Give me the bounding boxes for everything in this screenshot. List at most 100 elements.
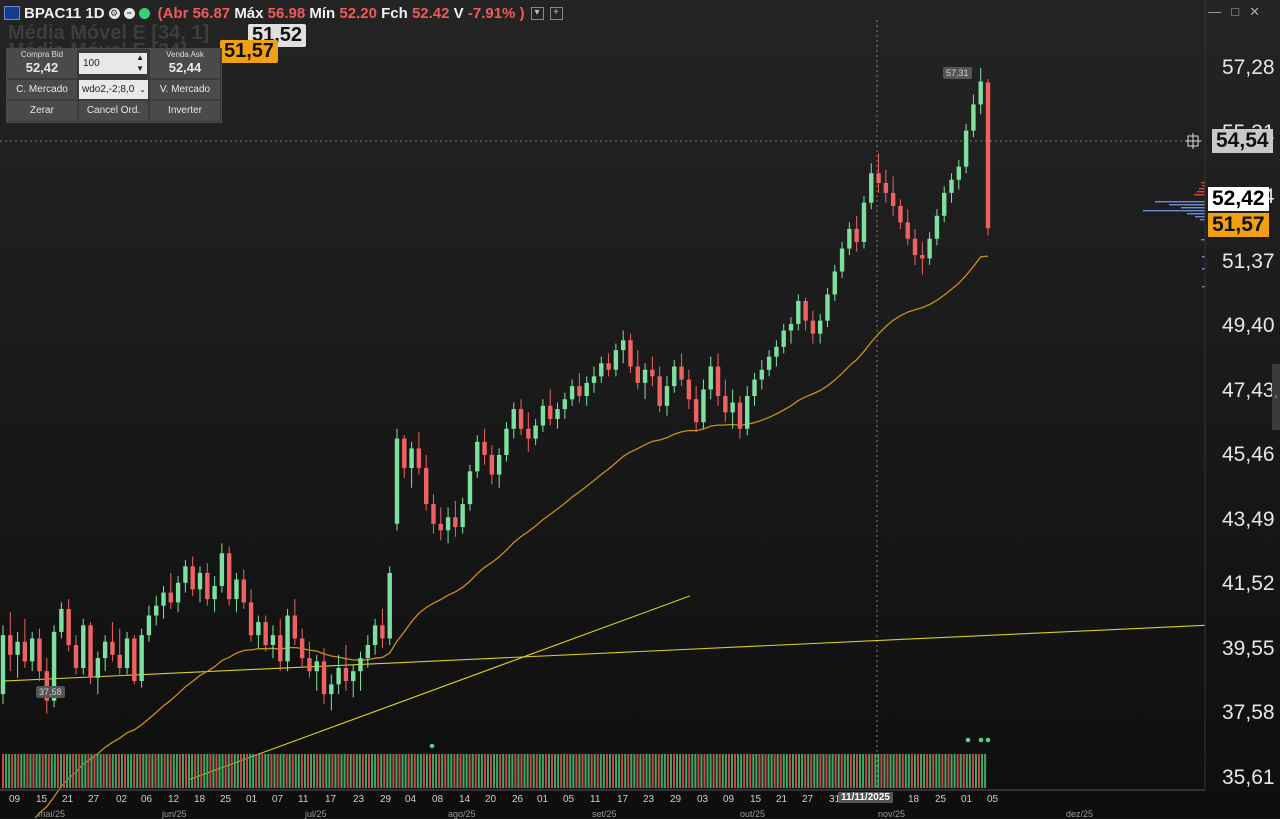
- volume-bar: [648, 754, 651, 788]
- volume-bar: [621, 754, 624, 788]
- candle-body: [351, 671, 356, 682]
- low-value: 52.20: [339, 4, 377, 22]
- volume-bar: [200, 754, 203, 788]
- volume-bars: [2, 754, 987, 788]
- candle-body: [635, 366, 640, 383]
- volume-bar: [117, 754, 120, 788]
- volume-bar: [319, 754, 322, 788]
- indicator-legend-1[interactable]: Média Móvel E [34, 1]: [8, 22, 210, 44]
- crosshair-price-badge: 54,54: [1212, 129, 1273, 153]
- trendlines[interactable]: [2, 595, 1206, 780]
- candle-body: [29, 638, 35, 662]
- variation-label: V: [453, 4, 464, 22]
- buy-market-button[interactable]: C. Mercado: [7, 80, 77, 99]
- volume-bar: [727, 754, 730, 788]
- volume-bar: [471, 754, 474, 788]
- candle-body: [183, 566, 188, 583]
- volume-bar: [130, 754, 133, 788]
- sell-market-button[interactable]: V. Mercado: [150, 80, 220, 99]
- order-book-bar: [1181, 207, 1205, 209]
- add-indicator-icon[interactable]: +: [549, 6, 563, 20]
- dropdown-icon[interactable]: ▾: [530, 6, 544, 20]
- quantity-stepper[interactable]: 100 ▲ ▼: [79, 53, 147, 74]
- volume-bar: [371, 754, 374, 788]
- minimize-panel-icon[interactable]: −: [123, 7, 135, 19]
- volume-bar: [541, 754, 544, 788]
- invert-position-button[interactable]: Inverter: [150, 101, 220, 121]
- volume-bar: [852, 754, 855, 788]
- stepper-down-icon[interactable]: ▼: [136, 64, 144, 73]
- volume-bar: [782, 754, 785, 788]
- candle-body: [942, 192, 947, 216]
- volume-bar: [441, 754, 444, 788]
- scroll-right-handle[interactable]: ‹: [1272, 364, 1280, 430]
- date-axis-label: 27: [88, 794, 100, 805]
- volume-bar: [227, 754, 230, 788]
- trendline: [2, 624, 1206, 682]
- chevron-down-icon[interactable]: ⌄: [139, 85, 146, 94]
- volume-bar: [432, 754, 435, 788]
- candle-body: [358, 658, 363, 672]
- volume-bar: [444, 754, 447, 788]
- volume-bar: [895, 754, 898, 788]
- candle-body: [708, 366, 713, 390]
- volume-bar: [730, 754, 733, 788]
- candle-body: [715, 366, 721, 396]
- candle-body: [934, 215, 940, 239]
- settings-icon[interactable]: ⚙: [108, 7, 120, 19]
- volume-bar: [776, 754, 779, 788]
- candle-body: [949, 179, 954, 193]
- strategy-value: wdo2,-2;8,0: [82, 84, 135, 95]
- date-axis-label: 15: [750, 794, 762, 805]
- bid-value: 52,42: [25, 60, 59, 75]
- symbol-title[interactable]: BPAC11 1D: [24, 4, 105, 22]
- volume-bar: [788, 754, 791, 788]
- ask-price-box[interactable]: Venda Ask 52,44: [150, 49, 220, 78]
- low-price-tag: 37,58: [36, 686, 65, 698]
- candle-body: [460, 504, 465, 528]
- candle-body: [409, 448, 414, 469]
- price-axis-label: 43,49: [1222, 507, 1275, 531]
- volume-bar: [499, 754, 502, 788]
- candle-body: [810, 320, 816, 334]
- volume-bar: [154, 754, 157, 788]
- cancel-orders-button[interactable]: Cancel Ord.: [79, 101, 148, 121]
- window-controls[interactable]: —□✕: [1208, 4, 1270, 19]
- strategy-select[interactable]: wdo2,-2;8,0 ⌄: [79, 80, 148, 99]
- candle-body: [102, 641, 108, 659]
- volume-bar: [270, 754, 273, 788]
- volume-bar: [246, 754, 248, 788]
- volume-bar: [627, 754, 630, 788]
- readout-close-paren: ): [519, 4, 525, 22]
- candle-body: [117, 654, 122, 668]
- volume-bar: [508, 754, 511, 788]
- volume-bar: [950, 754, 953, 788]
- volume-bar: [303, 754, 306, 788]
- volume-bar: [529, 754, 532, 788]
- zero-position-button[interactable]: Zerar: [7, 101, 77, 121]
- crosshair-marker-icon[interactable]: [1185, 133, 1201, 149]
- volume-bar: [120, 754, 123, 788]
- volume-bar: [587, 754, 590, 788]
- stepper-up-icon[interactable]: ▲: [136, 53, 144, 62]
- bid-price-box[interactable]: Compra Bid 52,42: [7, 49, 77, 78]
- trendline: [189, 595, 691, 780]
- volume-bar: [212, 754, 215, 788]
- date-axis-label: 23: [353, 794, 365, 805]
- volume-bar: [520, 754, 523, 788]
- volume-bar: [486, 754, 489, 788]
- volume-bar: [560, 754, 563, 788]
- volume-bar: [618, 754, 621, 788]
- volume-bar: [340, 754, 343, 788]
- month-axis-label: ago/25: [448, 809, 476, 819]
- volume-bar: [746, 754, 749, 788]
- price-axis-label: 39,55: [1222, 636, 1275, 660]
- candle-body: [292, 615, 298, 639]
- candle-body: [898, 205, 903, 223]
- volume-bar: [880, 754, 883, 788]
- candle-body: [234, 579, 239, 600]
- volume-bar: [807, 754, 810, 788]
- candle-body: [664, 386, 670, 406]
